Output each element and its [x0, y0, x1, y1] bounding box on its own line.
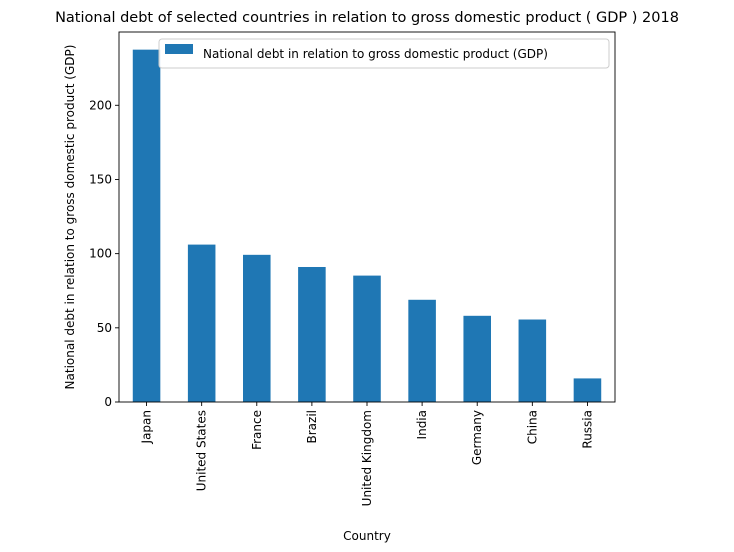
- plot-area: [132, 49, 602, 403]
- bar-india: [408, 299, 436, 402]
- bar-brazil: [298, 266, 326, 402]
- legend-box: [158, 38, 610, 69]
- y-tick-label: 50: [97, 321, 112, 335]
- y-axis-label: National debt in relation to gross domes…: [63, 45, 77, 390]
- x-tick-label: Russia: [580, 410, 594, 449]
- x-tick-label: United Kingdom: [360, 410, 374, 506]
- legend-label: National debt in relation to gross domes…: [203, 47, 548, 61]
- y-tick-label: 200: [89, 98, 112, 112]
- bar-russia: [573, 378, 602, 402]
- y-axis: 0 50 100 150 200: [89, 98, 119, 409]
- chart-title: National debt of selected countries in r…: [55, 10, 679, 26]
- x-tick-label: Japan: [140, 410, 154, 444]
- bar-china: [518, 319, 547, 402]
- bar-united-states: [187, 244, 216, 402]
- x-axis: Japan United States France Brazil United Kin…: [140, 402, 594, 506]
- bar-japan: [132, 49, 161, 403]
- bar-united-kingdom: [353, 275, 381, 402]
- legend: National debt in relation to gross domes…: [158, 38, 610, 69]
- legend-swatch: [165, 44, 193, 54]
- x-tick-label: Germany: [470, 410, 484, 465]
- x-tick-label: India: [415, 410, 429, 439]
- bar-france: [243, 254, 271, 402]
- x-tick-label: United States: [195, 410, 209, 491]
- x-tick-label: France: [250, 410, 264, 450]
- y-tick-label: 100: [89, 247, 112, 261]
- bar-germany: [463, 315, 491, 402]
- x-axis-label: Country: [343, 529, 391, 543]
- x-tick-label: Brazil: [305, 410, 319, 444]
- axes-frame: [118, 31, 616, 403]
- y-tick-label: 0: [104, 395, 112, 409]
- y-tick-label: 150: [89, 172, 112, 186]
- x-tick-label: China: [525, 410, 539, 444]
